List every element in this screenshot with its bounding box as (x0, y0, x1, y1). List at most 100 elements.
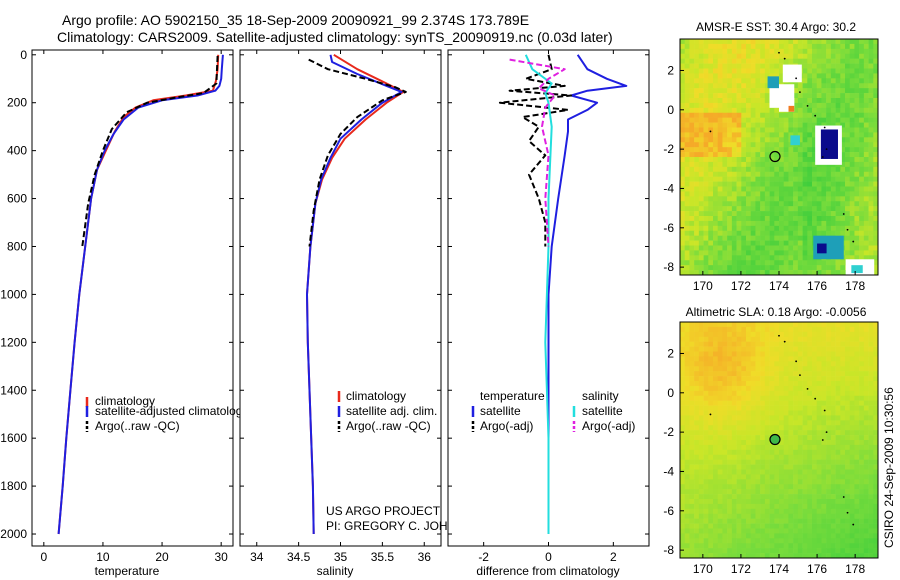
map-cell (807, 341, 813, 347)
map-cell (741, 528, 747, 534)
map-cell (793, 265, 799, 271)
map-cell (684, 494, 690, 500)
map-cell (764, 230, 770, 236)
map-cell (840, 464, 846, 470)
map-cell (835, 176, 841, 182)
map-cell (684, 166, 690, 173)
map-cell (821, 523, 827, 529)
legend-sal-climatology: climatology (346, 389, 406, 403)
map-cell (703, 181, 709, 187)
map-cell (698, 459, 704, 465)
map-cell (713, 371, 719, 377)
map-cell (684, 469, 690, 475)
map-cell (755, 371, 761, 377)
map-cell (783, 489, 789, 495)
map-cell (816, 356, 822, 362)
difference-legend: temperature satellite Argo(-adj) salinit… (471, 389, 635, 433)
map-cell (680, 400, 686, 406)
map-cell (713, 211, 719, 217)
map-cell (750, 326, 756, 333)
map-cell (722, 435, 728, 441)
map-cell (863, 538, 869, 544)
map-cell (731, 83, 737, 89)
map-cell (741, 235, 747, 241)
map-cell (826, 58, 832, 64)
map-cell (708, 230, 714, 236)
map-cell (746, 137, 752, 143)
map-cell (746, 503, 752, 510)
map-cell (703, 245, 709, 251)
map-cell (826, 449, 832, 456)
map-cell (807, 112, 813, 118)
map-cell (717, 122, 723, 128)
map-cell (684, 48, 690, 55)
map-cell (727, 176, 733, 182)
map-cell (703, 523, 709, 529)
map-cell (807, 48, 813, 55)
map-cell (717, 361, 723, 367)
map-cell (769, 63, 775, 69)
map-cell (863, 503, 869, 510)
map-cell (736, 216, 742, 222)
map-cell (680, 58, 686, 64)
map-cell (854, 122, 860, 128)
map-cell (741, 191, 747, 197)
map-cell (807, 265, 813, 271)
map-cell (708, 147, 714, 153)
map-cell (797, 240, 803, 246)
map-cell (863, 479, 869, 485)
map-cell (863, 245, 869, 251)
map-cell (764, 356, 770, 362)
map-cell (680, 479, 686, 485)
map-cell (750, 270, 756, 276)
map-cell (694, 191, 700, 197)
map-cell (741, 479, 747, 485)
map-cell (835, 513, 841, 519)
map-cell (845, 147, 851, 153)
map-cell (816, 341, 822, 347)
map-cell (854, 152, 860, 158)
map-cell (873, 112, 879, 118)
map-cell (764, 127, 770, 133)
map-cell (750, 245, 756, 251)
map-cell (717, 395, 723, 401)
map-cell (807, 270, 813, 276)
map-cell (859, 191, 865, 197)
map-cell (713, 201, 719, 207)
map-cell (807, 435, 813, 441)
map-cell (788, 196, 794, 202)
map-cell (797, 548, 803, 554)
map-cell (863, 225, 869, 232)
map-cell (746, 430, 752, 436)
map-cell (760, 518, 766, 524)
x-tick-label: 0 (545, 550, 552, 564)
map-cell (760, 112, 766, 118)
map-cell (736, 102, 742, 109)
map-cell (746, 395, 752, 401)
map-cell (764, 166, 770, 173)
map-cell (731, 112, 737, 118)
series-line-argo-raw-qc- (308, 58, 407, 247)
map-cell (779, 43, 785, 50)
map-cell (680, 196, 686, 202)
map-cell (779, 53, 785, 59)
map-cell (708, 435, 714, 441)
map-cell (684, 499, 690, 505)
map-cell (854, 78, 860, 84)
map-cell (713, 137, 719, 143)
map-cell (698, 112, 704, 118)
map-cell (727, 107, 733, 114)
map-cell (727, 78, 733, 84)
map-cell (703, 444, 709, 451)
map-cell (713, 533, 719, 539)
map-cell (845, 58, 851, 64)
map-cell (835, 171, 841, 177)
map-cell (755, 112, 761, 118)
map-cell (708, 464, 714, 470)
salinity-legend: climatology satellite adj. clim. Argo(..… (337, 389, 437, 433)
map-cell (793, 270, 799, 276)
map-cell (731, 444, 737, 451)
map-cell (689, 107, 695, 114)
map-cell (680, 494, 686, 500)
map-cell (703, 346, 709, 352)
